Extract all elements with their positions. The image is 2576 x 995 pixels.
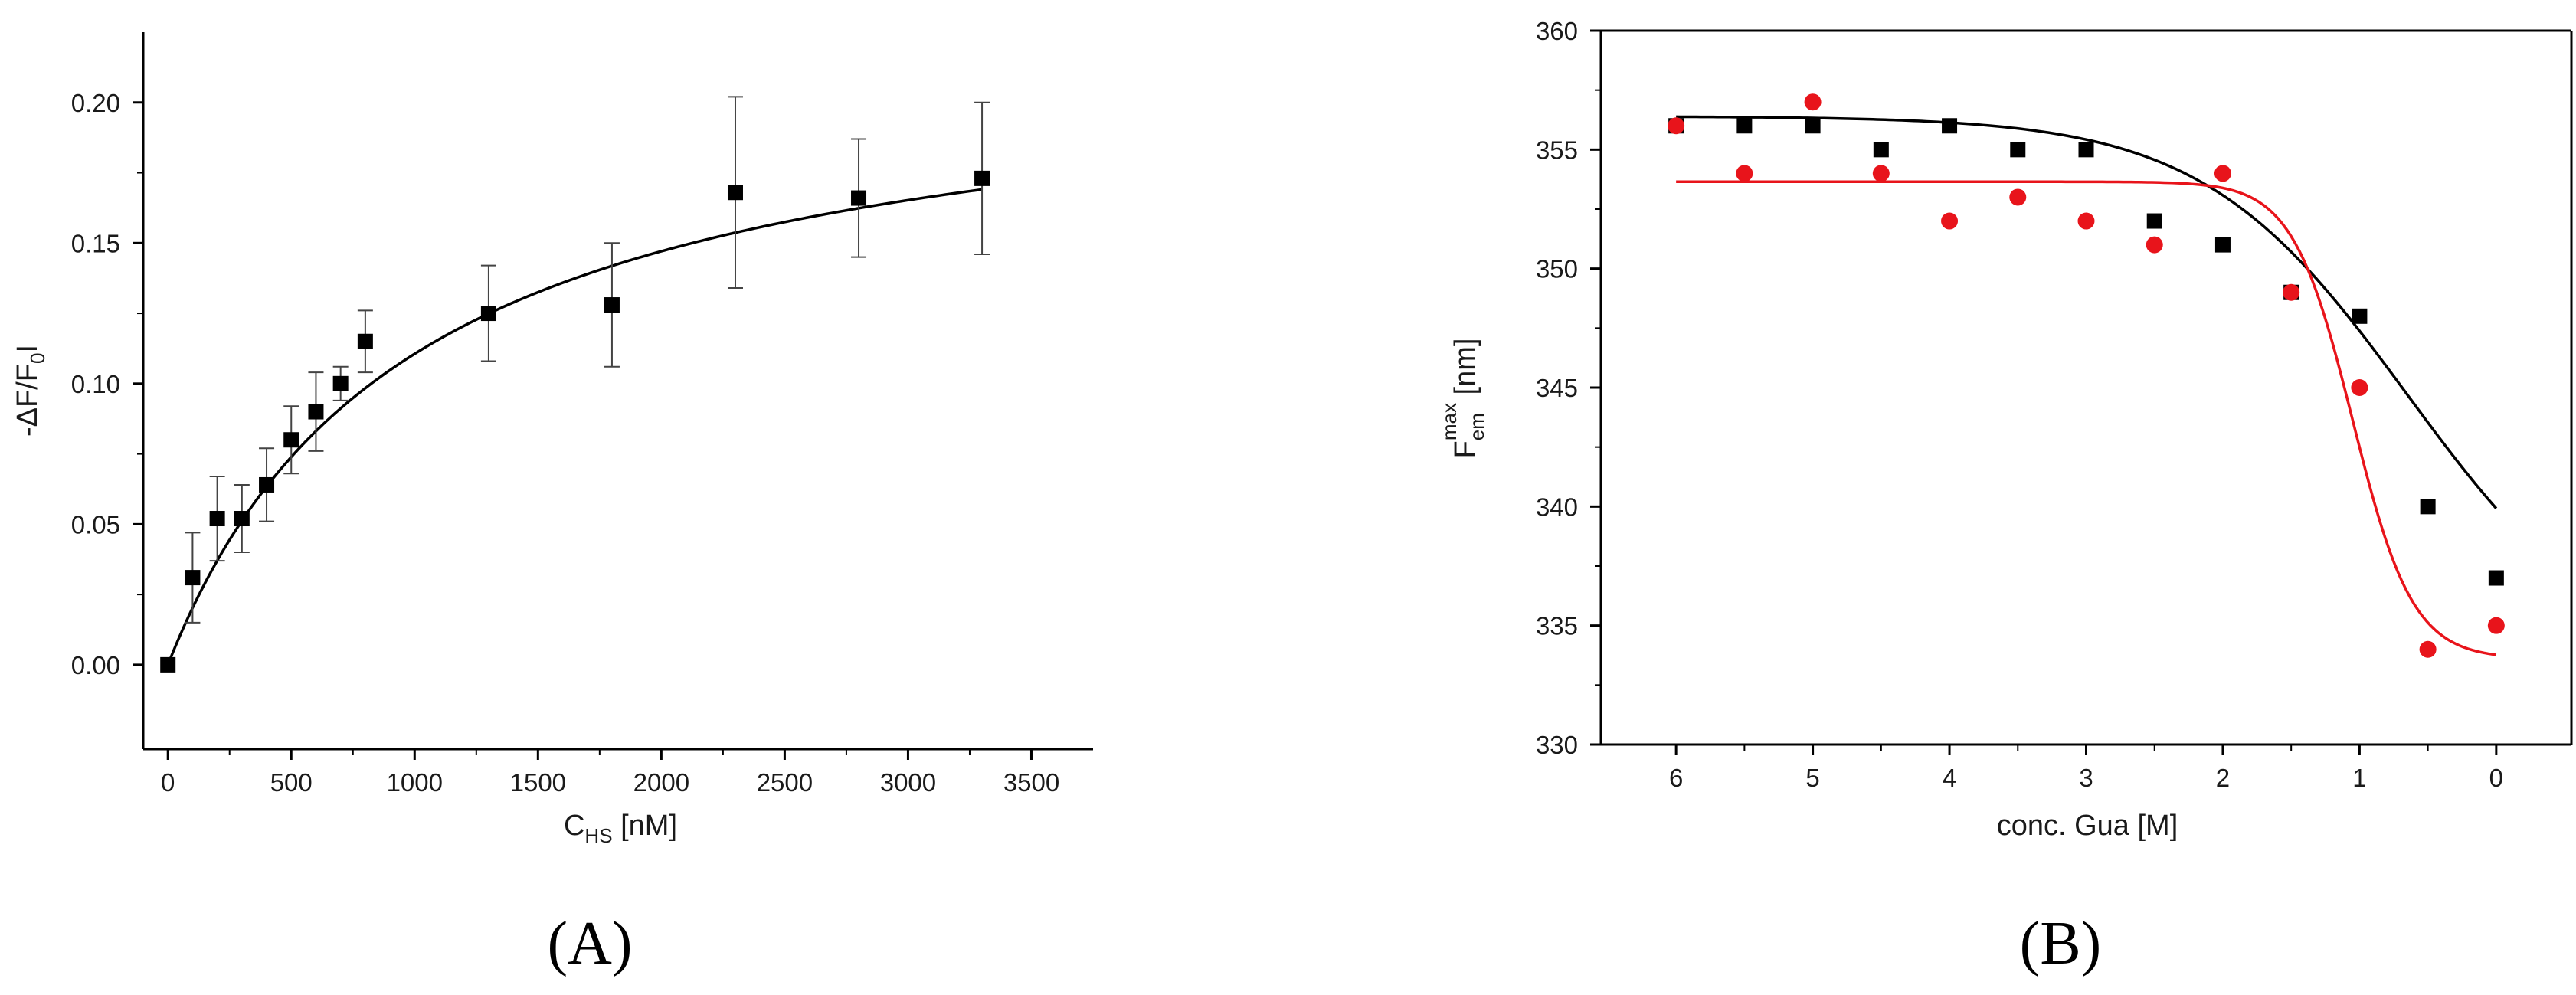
data-point (185, 570, 201, 586)
data-point (480, 306, 496, 322)
x-tick-label: 6 (1669, 764, 1683, 792)
data-point (283, 432, 299, 448)
data-point (2010, 142, 2026, 158)
data-point (308, 404, 324, 420)
fit-line (1676, 115, 2498, 509)
x-tick-label: 3000 (880, 768, 936, 797)
fit-curves-b (1676, 115, 2498, 656)
data-point (2419, 640, 2437, 658)
x-tick-label: 0 (161, 768, 175, 797)
y-tick-label: 0.05 (71, 510, 120, 538)
axes-a: 0.00 0.05 0.10 0.15 0.20 0 500 1000 1500 2000 2500… (71, 32, 1093, 797)
x-tick-label: 2000 (633, 768, 689, 797)
chart-panel-a: 0.00 0.05 0.10 0.15 0.20 0 500 1000 1500 2000 2500… (11, 32, 1093, 977)
x-tick-label: 2 (2216, 764, 2230, 792)
data-point (1941, 212, 1959, 230)
data-point (1805, 118, 1821, 134)
data-point (2214, 165, 2231, 182)
data-point (2283, 283, 2300, 301)
y-tick-label: 360 (1536, 17, 1578, 45)
panel-label-a: (A) (547, 910, 632, 977)
data-point (1668, 117, 1685, 135)
x-tick-label: 1 (2352, 764, 2366, 792)
data-point (357, 333, 373, 349)
x-tick-label: 5 (1805, 764, 1819, 792)
data-point (1736, 165, 1753, 182)
data-point (1942, 118, 1958, 134)
fit-line (1676, 180, 2497, 656)
data-point (2487, 617, 2505, 634)
x-tick-label: 500 (270, 768, 313, 797)
data-point (1804, 93, 1822, 111)
y-tick-label: 0.00 (71, 651, 120, 679)
data-point (1736, 118, 1753, 134)
fit-line (166, 188, 983, 666)
y-tick-label: 335 (1536, 612, 1578, 640)
data-points-b (1668, 93, 2505, 658)
y-tick-label: 330 (1536, 731, 1578, 759)
data-point (2009, 188, 2027, 206)
data-point (1873, 142, 1889, 158)
x-tick-label: 2500 (757, 768, 813, 797)
x-tick-label: 3500 (1003, 768, 1059, 797)
data-point (974, 170, 990, 186)
y-tick-label: 350 (1536, 255, 1578, 283)
data-point (234, 511, 250, 527)
data-point (332, 375, 349, 391)
fit-curve-a (166, 188, 983, 666)
data-point (2146, 213, 2162, 229)
x-tick-label: 1500 (510, 768, 566, 797)
x-tick-label: 1000 (387, 768, 443, 797)
data-point (2214, 237, 2231, 253)
data-point (2077, 212, 2095, 230)
y-tick-label: 0.20 (71, 89, 120, 117)
chart-panel-b: 330 335 340 345 350 355 360 6 5 4 3 2 1 0 Femmax [nm]… (1438, 17, 2573, 977)
y-axis-label-b: Femmax [nm] (1438, 339, 1488, 459)
data-point (727, 185, 743, 201)
data-point (2146, 236, 2163, 254)
y-axis-label-a: -ΔF/F0I (11, 345, 49, 437)
y-tick-label: 355 (1536, 136, 1578, 164)
data-point (2352, 308, 2368, 324)
y-tick-label: 0.10 (71, 370, 120, 398)
axes-b: 330 335 340 345 350 355 360 6 5 4 3 2 1 0 (1536, 17, 2573, 792)
x-tick-label: 4 (1943, 764, 1956, 792)
data-points-a (160, 96, 990, 673)
data-point (604, 297, 620, 313)
data-point (209, 511, 225, 527)
data-point (851, 190, 867, 206)
panel-label-b: (B) (2020, 910, 2102, 977)
y-tick-label: 0.15 (71, 229, 120, 257)
x-axis-label-b: conc. Gua [M] (1997, 810, 2178, 842)
x-tick-label: 3 (2079, 764, 2093, 792)
data-point (1872, 165, 1890, 182)
y-tick-label: 340 (1536, 493, 1578, 521)
data-point (160, 656, 176, 673)
data-point (2351, 379, 2368, 396)
data-point (2488, 570, 2504, 586)
x-axis-label-a: CHS [nM] (564, 810, 677, 847)
data-point (2420, 499, 2436, 515)
x-tick-label: 0 (2489, 764, 2503, 792)
y-tick-label: 345 (1536, 374, 1578, 402)
data-point (2078, 142, 2094, 158)
data-point (259, 476, 275, 493)
